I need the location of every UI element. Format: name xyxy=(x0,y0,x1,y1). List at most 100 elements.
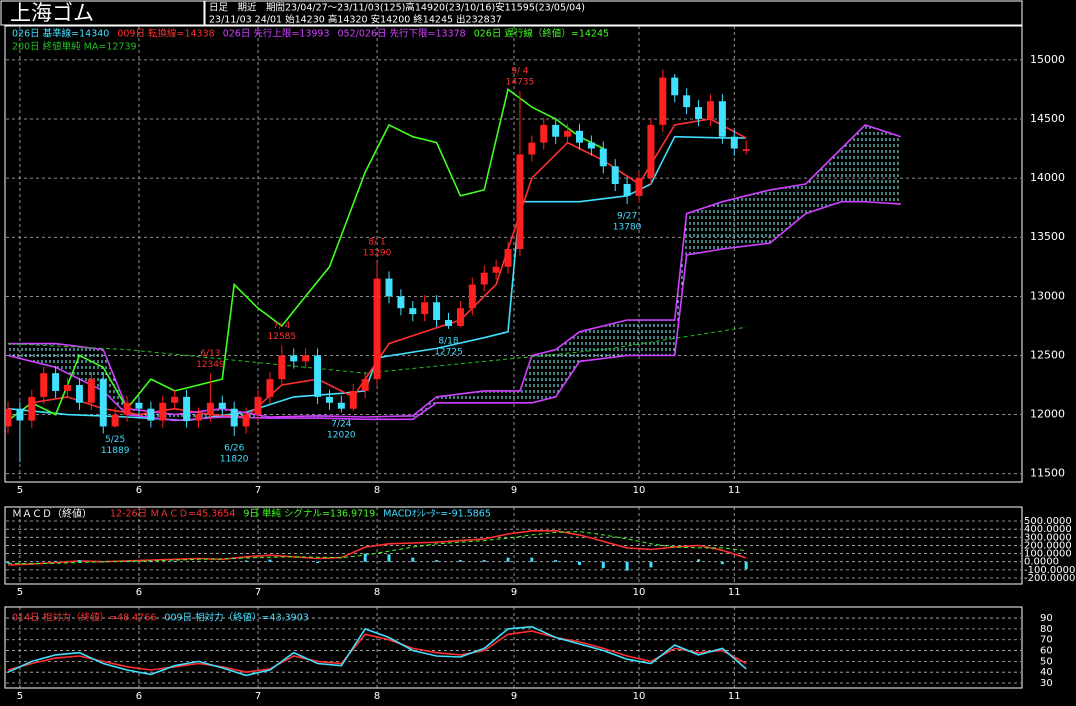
candle-body xyxy=(492,266,500,273)
legend-entry: 9日 単純 シグナル=136.9719 xyxy=(243,508,375,520)
x-tick-label: 10 xyxy=(633,691,646,702)
candle-body xyxy=(266,379,274,397)
candle-body xyxy=(40,373,48,397)
candle-body xyxy=(504,249,512,267)
candle-body xyxy=(706,101,714,119)
y-tick-label: 12500 xyxy=(1030,348,1065,361)
legend-entry: 12-26日 ＭＡＣＤ=45.3654 xyxy=(110,509,235,520)
y-tick-label: 90 xyxy=(1040,613,1053,624)
candle-body xyxy=(349,390,357,409)
y-tick-label: 80 xyxy=(1040,624,1053,635)
candle-body xyxy=(564,130,572,137)
candle-body xyxy=(183,396,191,421)
y-tick-label: 200.0000 xyxy=(1024,540,1072,551)
oscillator-bar xyxy=(720,561,724,565)
candle-body xyxy=(87,379,95,403)
y-tick-label: 500.0000 xyxy=(1024,516,1072,527)
oscillator-bar xyxy=(673,561,677,563)
oscillator-bar xyxy=(268,559,272,562)
oscillator-bar xyxy=(101,561,105,563)
annotation-value: 12349 xyxy=(196,360,225,370)
legend-entry: 009日 相対力（終値）=43.3903 xyxy=(164,612,308,624)
candle-body xyxy=(540,124,548,143)
y-tick-label: 40 xyxy=(1040,667,1053,678)
candle-body xyxy=(611,166,619,185)
oscillator-bar xyxy=(173,560,177,562)
annotation-date: 8/ 1 xyxy=(368,238,385,248)
candle-body xyxy=(325,396,333,403)
candle-body xyxy=(742,149,750,151)
legend-entry: 052/026日 先行下限=13378 xyxy=(338,28,466,40)
oscillator-bar xyxy=(125,561,129,562)
annotation-date: 6/13 xyxy=(200,349,220,359)
candle-body xyxy=(587,142,595,149)
oscillator-bar xyxy=(30,561,34,563)
y-tick-label: 100.0000 xyxy=(1024,549,1072,560)
oscillator-bar xyxy=(649,561,653,568)
candle-body xyxy=(647,124,655,179)
series-line xyxy=(7,630,747,674)
y-tick-label: 30 xyxy=(1040,678,1053,689)
legend-entry: 026日 基準線=14340 xyxy=(12,28,109,40)
y-tick-label: 14500 xyxy=(1030,112,1065,125)
legend-entry: MACDｵｼﾚｰﾀｰ=-91.5865 xyxy=(383,509,491,520)
oscillator-bar xyxy=(625,561,629,571)
x-tick-label: 11 xyxy=(728,691,741,702)
plot-area xyxy=(6,530,748,571)
series-line xyxy=(7,530,747,566)
annotation-date: 7/ 4 xyxy=(273,321,291,331)
candle-body xyxy=(230,408,238,427)
candle-body xyxy=(433,302,441,320)
title: 上海ゴム xyxy=(10,1,94,25)
oscillator-bar xyxy=(530,557,534,562)
x-tick-label: 9 xyxy=(511,691,517,702)
x-tick-label: 10 xyxy=(633,587,646,598)
y-tick-label: 14000 xyxy=(1030,171,1065,184)
candle-body xyxy=(575,130,583,143)
candle-body xyxy=(373,278,381,380)
candle-body xyxy=(468,284,476,309)
candle-body xyxy=(659,77,667,125)
annotation-value: 14735 xyxy=(506,78,535,88)
x-tick-label: 8 xyxy=(374,587,380,598)
candle-body xyxy=(147,408,155,421)
candle-body xyxy=(480,272,488,285)
annotation-value: 13780 xyxy=(613,223,642,233)
y-tick-label: -100.0000 xyxy=(1024,565,1075,576)
candle-body xyxy=(314,355,322,397)
oscillator-bar xyxy=(339,561,343,563)
y-tick-label: 70 xyxy=(1040,635,1053,646)
candle-body xyxy=(337,402,345,409)
oscillator-bar xyxy=(316,561,320,563)
candle-body xyxy=(64,385,72,391)
oscillator-bar xyxy=(54,560,58,562)
annotation-date: 8/18 xyxy=(438,336,458,346)
annotation-value: 13290 xyxy=(363,249,392,259)
candle-body xyxy=(516,154,524,250)
oscillator-bar xyxy=(196,560,200,562)
oscillator-bar xyxy=(506,557,510,562)
y-tick-label: 0.0000 xyxy=(1024,557,1059,568)
candle-body xyxy=(385,278,393,297)
candle-body xyxy=(254,396,262,415)
candle-body xyxy=(671,77,679,96)
candle-body xyxy=(123,402,131,415)
candle-body xyxy=(290,355,298,362)
y-tick-label: 400.0000 xyxy=(1024,524,1072,535)
y-tick-label: 50 xyxy=(1040,656,1053,667)
legend-entry: 014日 相対力（終値）=48.4766 xyxy=(12,612,156,624)
candle-body xyxy=(421,302,429,315)
annotation-value: 12585 xyxy=(268,332,297,342)
candle-body xyxy=(206,402,214,415)
candle-body xyxy=(75,385,83,403)
panel-title: ＭＡＣＤ（終値） xyxy=(12,507,92,520)
x-tick-label: 9 xyxy=(511,485,517,496)
annotation-date: 9/ 4 xyxy=(511,67,529,77)
candle-body xyxy=(409,308,417,315)
candle-body xyxy=(111,414,119,427)
oscillator-bar xyxy=(387,554,391,562)
